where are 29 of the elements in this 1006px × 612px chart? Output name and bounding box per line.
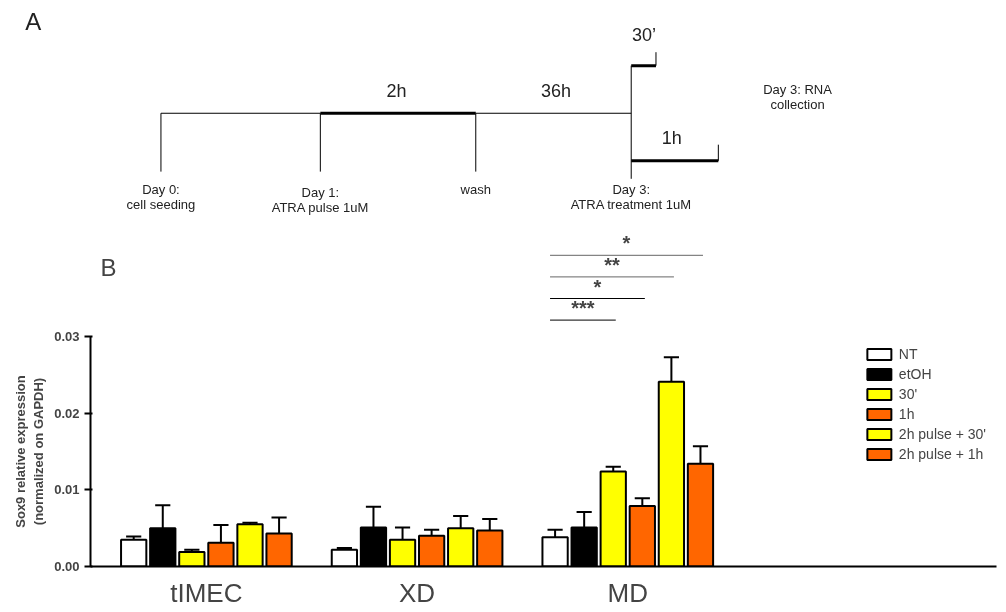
text: Day 3: RNA collection [763,81,833,112]
text: 2h [386,80,407,101]
y-tick-label: 0.01 [54,482,80,498]
x-tick-label: MD [607,577,648,608]
legend-label: 2h pulse + 1h [898,446,984,462]
y-tick-label: 0.02 [54,405,80,421]
legend-label: etOH [898,366,932,382]
y-tick-label: 0.00 [54,559,80,574]
x-tick-label: tIMEC [170,577,243,608]
text: 1h [661,128,682,149]
text: Day 3: ATRA treatment 1uM [570,182,692,213]
text: *** [571,297,595,320]
text: Day 1: ATRA pulse 1uM [271,184,369,216]
legend-label: 2h pulse + 30' [898,426,986,442]
text: Day 0: cell seeding [126,182,196,213]
x-tick-label: XD [399,577,436,608]
text: * [622,232,631,255]
text: wash [459,182,491,198]
text: A [25,8,42,36]
y-tick-label: 0.03 [54,329,80,344]
y-axis-title: Sox9 relative expression (normalized on GAPDH) [13,375,47,528]
legend-label: 1h [898,406,916,422]
text: B [100,253,117,281]
text: * [593,275,602,298]
legend-label: 30' [898,386,919,402]
text: ** [604,253,620,276]
text: 30’ [632,25,657,46]
legend-label: NT [898,346,919,362]
text: 36h [540,80,571,101]
